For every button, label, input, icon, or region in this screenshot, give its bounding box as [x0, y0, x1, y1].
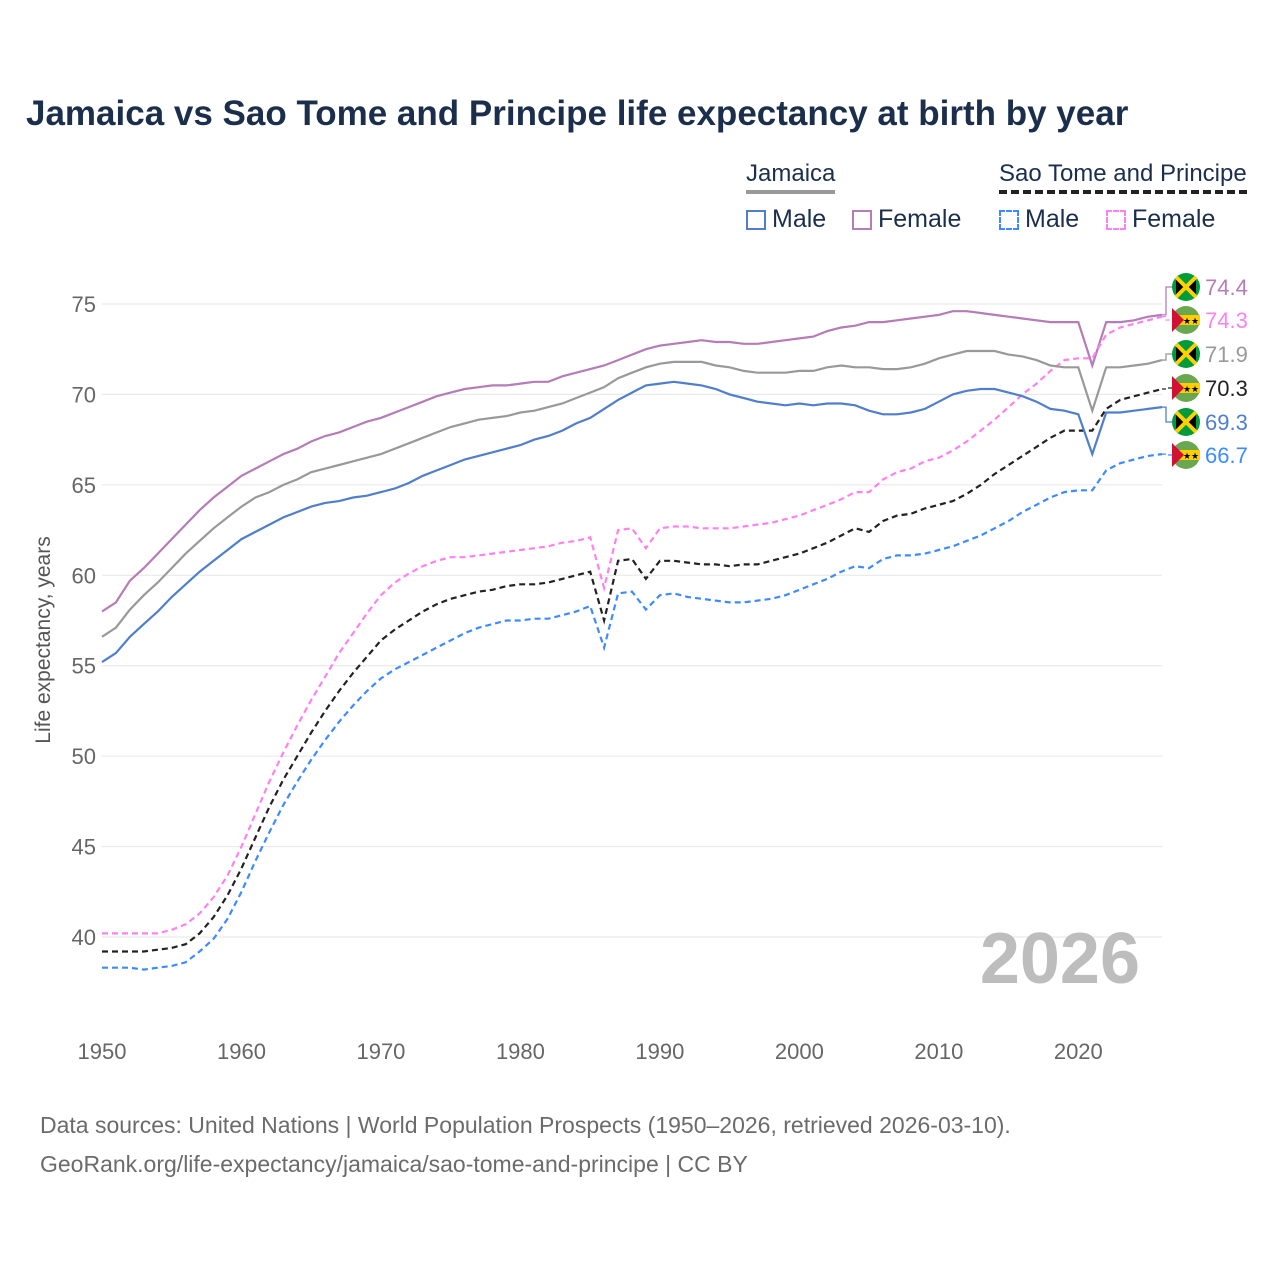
end-value-label: 70.3 — [1205, 376, 1248, 401]
flag-saltire — [1174, 275, 1198, 299]
end-value-label: 74.4 — [1205, 275, 1248, 300]
y-tick-label: 55 — [72, 654, 96, 679]
x-tick-label: 2020 — [1054, 1039, 1103, 1064]
flag-saltire — [1174, 410, 1198, 434]
legend-label: Female — [1132, 205, 1216, 233]
sao-tome-flag-icon: ★★ — [1172, 306, 1200, 334]
legend-stp-female[interactable]: Female — [1106, 205, 1215, 234]
chart-title: Jamaica vs Sao Tome and Principe life ex… — [26, 94, 1129, 133]
flag-triangle — [1172, 308, 1184, 332]
flag-triangle — [1172, 376, 1184, 400]
legend-label: Female — [878, 205, 962, 233]
flag-saltire — [1174, 342, 1198, 366]
label-connector — [1162, 316, 1172, 321]
series-line-jamaica-female — [101, 310, 1163, 613]
legend-label: Male — [772, 205, 827, 233]
sao-tome-flag-icon: ★★ — [1172, 441, 1200, 469]
label-connector — [1162, 453, 1172, 456]
flag-stars: ★★ — [1183, 316, 1199, 326]
end-value-label: 71.9 — [1205, 342, 1248, 367]
series-line-sao-tome-and-principe-male — [102, 453, 1163, 971]
x-tick-label: 2010 — [914, 1039, 963, 1064]
legend-jamaica-male[interactable]: Male — [746, 205, 826, 234]
label-connector — [1162, 387, 1172, 390]
y-tick-label: 45 — [72, 835, 96, 860]
flag-band — [1172, 315, 1200, 325]
legend-group-stp: Sao Tome and Principe — [999, 160, 1247, 194]
y-tick-label: 70 — [72, 382, 96, 407]
x-tick-label: 1960 — [217, 1039, 266, 1064]
jamaica-flag-icon — [1172, 408, 1200, 436]
end-value-label: 69.3 — [1205, 410, 1248, 435]
y-tick-label: 75 — [72, 292, 96, 317]
legend-swatch — [999, 210, 1019, 230]
legend-group-jamaica: Jamaica — [746, 160, 836, 194]
flag-band — [1172, 450, 1200, 460]
legend-swatch — [746, 210, 766, 230]
legend-stp-male[interactable]: Male — [999, 205, 1079, 234]
footer: Data sources: United Nations | World Pop… — [40, 1106, 1011, 1184]
flag-band — [1172, 383, 1200, 393]
legend-swatch — [852, 210, 872, 230]
flag-stars: ★★ — [1183, 384, 1199, 394]
x-tick-label: 1970 — [356, 1039, 405, 1064]
series-line-jamaica-male — [101, 380, 1163, 664]
label-connector — [1162, 406, 1172, 423]
data-source: Data sources: United Nations | World Pop… — [40, 1112, 1011, 1138]
year-watermark: 2026 — [980, 919, 1140, 999]
legend-jamaica-female[interactable]: Female — [852, 205, 961, 234]
series-line-jamaica — [101, 349, 1163, 638]
y-tick-label: 50 — [72, 744, 96, 769]
label-connector — [1162, 353, 1172, 361]
y-axis-label: Life expectancy, years — [32, 536, 55, 743]
y-tick-label: 65 — [72, 473, 96, 498]
series-line-sao-tome-and-principe-female — [102, 315, 1163, 935]
source-link[interactable]: GeoRank.org/life-expectancy/jamaica/sao-… — [40, 1151, 748, 1177]
sao-tome-flag-icon: ★★ — [1172, 374, 1200, 402]
x-tick-label: 1980 — [496, 1039, 545, 1064]
x-tick-label: 2000 — [775, 1039, 824, 1064]
y-tick-label: 60 — [72, 563, 96, 588]
jamaica-flag-icon — [1172, 273, 1200, 301]
legend-label: Male — [1025, 205, 1080, 233]
end-value-label: 74.3 — [1205, 308, 1248, 333]
jamaica-flag-icon — [1172, 340, 1200, 368]
end-value-label: 66.7 — [1205, 443, 1248, 468]
flag-stars: ★★ — [1183, 451, 1199, 461]
flag-triangle — [1172, 443, 1184, 467]
series-line-sao-tome-and-principe — [102, 387, 1163, 953]
x-tick-label: 1990 — [635, 1039, 684, 1064]
x-tick-label: 1950 — [78, 1039, 127, 1064]
label-connector — [1162, 286, 1172, 316]
legend-swatch — [1106, 210, 1126, 230]
y-tick-label: 40 — [72, 925, 96, 950]
